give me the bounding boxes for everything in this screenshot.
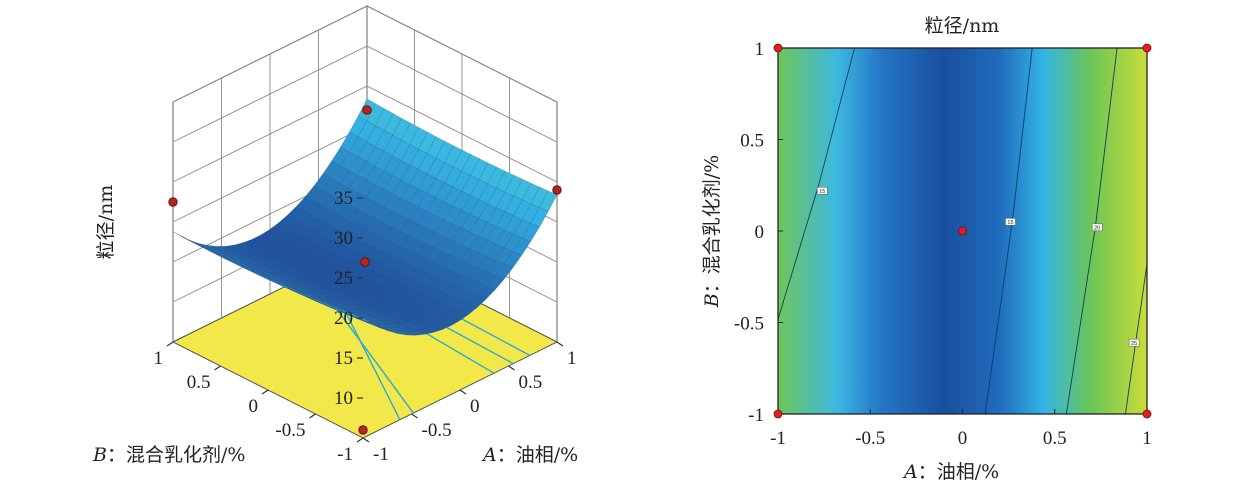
- contour-x-tick-label: -0.5: [855, 428, 885, 449]
- y-tick-mark: [261, 389, 269, 395]
- y-tick-label: -0.5: [275, 420, 305, 441]
- contour-y-tick-label: -1: [748, 405, 764, 426]
- surface-3d-x-axis-text: ：油相/%: [497, 444, 578, 466]
- contour-level-label: 20: [1094, 226, 1100, 232]
- contour-level-label: 15: [1007, 220, 1013, 226]
- contour-x-tick-label: 1: [1142, 428, 1152, 449]
- z-tick-label: 10: [334, 388, 353, 409]
- x-tick-mark: [508, 365, 515, 371]
- response-surface: [172, 98, 558, 336]
- surface-3d-x-axis-prefix: A: [481, 444, 497, 466]
- x-tick-label: 1: [567, 348, 577, 369]
- z-tick-label: 20: [334, 308, 353, 329]
- z-tick-label: 30: [334, 228, 353, 249]
- surface-3d-y-axis-label: B：混合乳化剂/%: [92, 444, 245, 466]
- surface-3d-y-axis-text: ：混合乳化剂/%: [107, 444, 245, 466]
- contour-y-axis-text: ：混合乳化剂/%: [701, 155, 723, 293]
- design-point-2: [360, 257, 370, 267]
- contour-design-points: [773, 43, 1152, 419]
- y-tick-mark: [356, 437, 364, 443]
- x-tick-mark: [362, 437, 370, 443]
- contour-label-box: [1091, 223, 1103, 232]
- contour-y-tick-label: 0: [755, 222, 765, 243]
- contour-y-axis-label: B：混合乳化剂/%: [701, 155, 723, 308]
- contour-x-tick-label: 0.5: [1043, 428, 1067, 449]
- contour-design-point-4: [1142, 409, 1152, 419]
- contour-label-box: [1128, 338, 1140, 347]
- design-point-3: [362, 105, 372, 115]
- surface-3d-y-axis-prefix: B: [92, 444, 107, 466]
- y-tick-label: -1: [337, 444, 353, 465]
- x-tick-label: 0.5: [519, 372, 543, 393]
- z-gridline: [172, 45, 558, 143]
- z-tick-label: 15: [334, 348, 353, 369]
- x-tick-label: -1: [373, 444, 389, 465]
- contour-title: 粒径/nm: [925, 15, 1000, 37]
- z-gridline: [172, 5, 558, 103]
- contour-y-tick-label: 0.5: [740, 131, 764, 152]
- surface-3d-chart: 10 15 20 25 30 35 -1 -0.5 0 0.5 1 -1 -0.5 0 0.5 1 粒径/nm…: [92, 5, 578, 466]
- contour-level-label: 25: [1131, 341, 1137, 347]
- surface-3d-design-points: [168, 105, 562, 435]
- y-tick-label: 1: [154, 348, 164, 369]
- x-tick-label: 0: [470, 396, 480, 417]
- contour-x-axis-prefix: A: [902, 461, 918, 483]
- y-tick-mark: [166, 341, 174, 347]
- contour-design-point-0: [773, 43, 783, 53]
- contour-level-label: 15: [819, 189, 825, 195]
- contour-x-tick-label: -1: [770, 428, 786, 449]
- y-tick-label: 0.5: [187, 372, 211, 393]
- design-point-0: [168, 197, 178, 207]
- x-tick-mark: [459, 389, 467, 395]
- contour-x-axis-text: ：油相/%: [918, 461, 999, 483]
- contour-x-tick-label: 0: [958, 428, 968, 449]
- contour-y-axis-prefix: B: [701, 293, 723, 308]
- contour-chart: 粒径/nm 15 15 20 25 -1 -0.5 0 0.5 1 -1 -0.5 0 0.5 1 B：混…: [701, 15, 1152, 483]
- contour-design-point-3: [773, 409, 783, 419]
- contour-design-point-2: [958, 226, 967, 236]
- surface-3d-x-axis-label: A：油相/%: [481, 444, 578, 466]
- surface-3d-ticks: 10 15 20 25 30 35 -1 -0.5 0 0.5 1 -1 -0.5 0 0.5 1: [154, 188, 577, 465]
- design-point-4: [358, 425, 368, 435]
- contour-y-tick-label: -0.5: [734, 314, 764, 335]
- z-tick-label: 25: [334, 268, 353, 289]
- y-tick-mark: [214, 365, 221, 371]
- contour-line: [778, 48, 855, 321]
- x-tick-mark: [556, 341, 564, 347]
- contour-label-box: [817, 186, 828, 195]
- contour-x-axis-label: A：油相/%: [902, 461, 999, 483]
- surface-3d-z-axis-label: 粒径/nm: [95, 185, 117, 260]
- contour-label-box: [1005, 218, 1016, 226]
- x-tick-mark: [411, 413, 418, 419]
- surface-patch: [354, 314, 372, 324]
- contour-y-tick-label: 1: [755, 39, 765, 60]
- x-tick-label: -0.5: [422, 420, 452, 441]
- z-tick-label: 35: [334, 188, 353, 209]
- contour-design-point-1: [1142, 43, 1152, 53]
- design-point-1: [552, 185, 562, 195]
- contour-ticks: 15 15 20 25 -1 -0.5 0 0.5 1 -1 -0.5 0 0.5 1: [734, 39, 1152, 449]
- z-gridline: [172, 85, 558, 183]
- y-tick-label: 0: [249, 396, 259, 417]
- y-tick-mark: [309, 413, 316, 419]
